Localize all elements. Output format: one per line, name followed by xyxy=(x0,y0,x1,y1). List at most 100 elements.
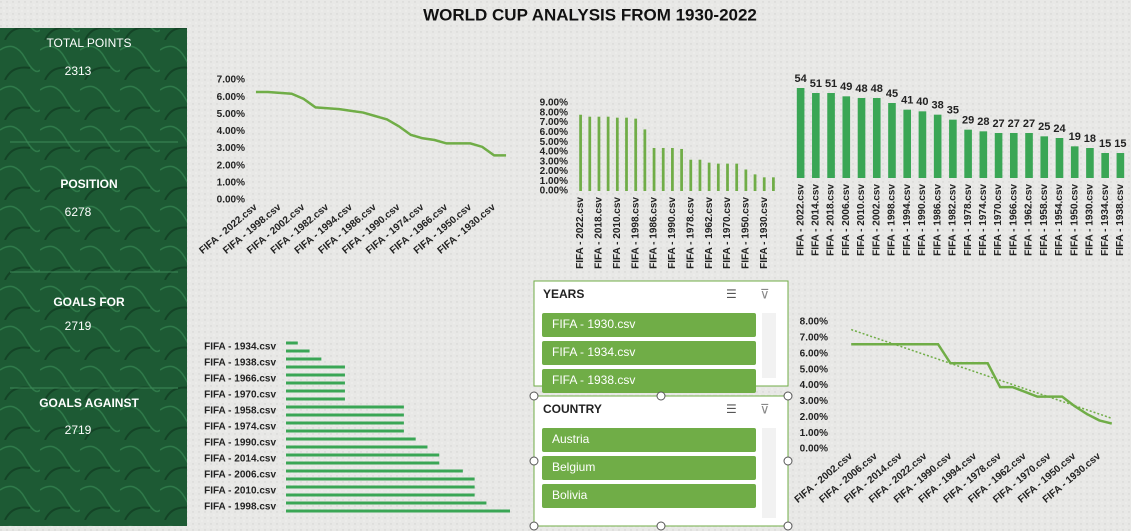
slicer-item[interactable] xyxy=(542,428,756,452)
x-tick-label: FIFA - 2002.csv xyxy=(871,184,882,256)
bar xyxy=(634,118,638,191)
x-tick-label: FIFA - 1934.csv xyxy=(1100,184,1111,256)
slicer-item[interactable] xyxy=(542,484,756,508)
bar xyxy=(716,163,720,191)
slicer-item-label: FIFA - 1938.csv xyxy=(552,373,635,387)
dashboard-title: WORLD CUP ANALYSIS FROM 1930-2022 xyxy=(423,5,757,24)
bar xyxy=(661,147,665,191)
bar xyxy=(286,501,487,505)
x-tick-label: FIFA - 1950.csv xyxy=(741,197,752,269)
x-tick-label: FIFA - 1974.csv xyxy=(978,184,989,256)
bar xyxy=(579,114,582,191)
data-label: 40 xyxy=(916,96,928,108)
x-tick-label: FIFA - 1990.csv xyxy=(917,184,928,256)
bar xyxy=(1086,148,1094,178)
kpi-value: 6278 xyxy=(65,205,92,219)
x-tick-label: FIFA - 2022.csv xyxy=(575,197,586,269)
selection-handle xyxy=(783,456,793,466)
bar xyxy=(286,405,404,409)
y-tick-label: FIFA - 1998.csv xyxy=(204,502,276,513)
y-tick-label: 6.00% xyxy=(217,92,245,103)
bar xyxy=(707,162,711,191)
y-tick-label: 5.00% xyxy=(800,364,828,375)
data-label: 48 xyxy=(871,83,883,95)
slicer-item[interactable] xyxy=(542,369,756,393)
bar xyxy=(842,96,851,178)
slicer-title: COUNTRY xyxy=(543,402,602,416)
data-label: 45 xyxy=(886,88,898,100)
x-tick-label: FIFA - 1962.csv xyxy=(704,197,715,269)
bar xyxy=(888,103,896,178)
y-tick-label: 7.00% xyxy=(217,75,245,86)
slicer-item-label: Belgium xyxy=(552,460,595,474)
y-tick-label: 7.00% xyxy=(800,333,828,344)
bar xyxy=(643,129,647,191)
x-tick-label: FIFA - 1998.csv xyxy=(630,197,641,269)
scrollbar xyxy=(762,428,776,518)
y-tick-label: FIFA - 1970.csv xyxy=(204,390,276,401)
slicer-item-label: Austria xyxy=(552,432,590,446)
slicer-item[interactable] xyxy=(542,341,756,365)
x-tick-label: FIFA - 1950.csv xyxy=(1069,184,1080,256)
x-tick-label: FIFA - 2010.csv xyxy=(856,184,867,256)
y-tick-label: 2.00% xyxy=(540,166,568,177)
bar xyxy=(286,389,345,393)
bar xyxy=(1116,153,1125,178)
bar xyxy=(286,397,345,401)
x-tick-label: FIFA - 1930.csv xyxy=(759,197,770,269)
y-tick-label: 8.00% xyxy=(540,107,568,118)
bar xyxy=(286,365,345,369)
bar xyxy=(625,117,628,191)
multi-select-icon: ☰ xyxy=(726,402,737,416)
bar xyxy=(994,133,1003,178)
y-tick-label: FIFA - 1990.csv xyxy=(204,438,276,449)
clear-filter-icon: ⊽ xyxy=(760,286,770,301)
kpi-label: POSITION xyxy=(60,177,117,191)
data-label: 27 xyxy=(992,118,1004,130)
y-tick-label: FIFA - 2006.csv xyxy=(204,470,276,481)
slicer-item[interactable] xyxy=(542,313,756,337)
selection-handle xyxy=(656,521,666,531)
slicer-item[interactable] xyxy=(542,456,756,480)
bar xyxy=(286,421,404,425)
bar xyxy=(286,453,440,457)
y-tick-label: 4.00% xyxy=(800,380,828,391)
y-tick-label: 3.00% xyxy=(217,143,245,154)
bar xyxy=(1025,133,1033,178)
x-tick-label: FIFA - 2022.csv xyxy=(795,184,806,256)
x-tick-label: FIFA - 1970.csv xyxy=(722,197,733,269)
slicer-title: YEARS xyxy=(543,287,584,301)
bar xyxy=(286,445,428,449)
kpi-panel xyxy=(0,28,187,526)
kpi-label: GOALS AGAINST xyxy=(39,396,139,410)
clear-filter-icon: ⊽ xyxy=(760,401,770,416)
slicer-item-label: FIFA - 1934.csv xyxy=(552,345,635,359)
bar xyxy=(286,349,310,353)
data-label: 28 xyxy=(977,116,989,128)
x-tick-label: FIFA - 2014.csv xyxy=(810,184,821,256)
bar xyxy=(1040,136,1049,178)
data-label: 29 xyxy=(962,115,974,127)
data-label: 18 xyxy=(1084,133,1096,145)
bar xyxy=(872,98,881,178)
bar xyxy=(735,163,739,191)
bar xyxy=(918,111,927,178)
y-tick-label: FIFA - 1934.csv xyxy=(204,342,276,353)
bar xyxy=(753,174,757,191)
data-label: 15 xyxy=(1099,138,1111,150)
x-tick-label: FIFA - 1962.csv xyxy=(1024,184,1035,256)
bar xyxy=(286,509,510,513)
y-tick-label: 7.00% xyxy=(540,117,568,128)
data-label: 51 xyxy=(825,78,837,90)
y-tick-label: 0.00% xyxy=(800,444,828,455)
bar xyxy=(615,117,619,191)
x-tick-label: FIFA - 1978.csv xyxy=(685,197,696,269)
kpi-value: 2719 xyxy=(65,319,92,333)
x-tick-label: FIFA - 1986.csv xyxy=(932,184,943,256)
y-tick-label: 6.00% xyxy=(540,127,568,138)
y-tick-label: 3.00% xyxy=(540,156,568,167)
selection-handle xyxy=(529,521,539,531)
bar xyxy=(286,485,475,489)
